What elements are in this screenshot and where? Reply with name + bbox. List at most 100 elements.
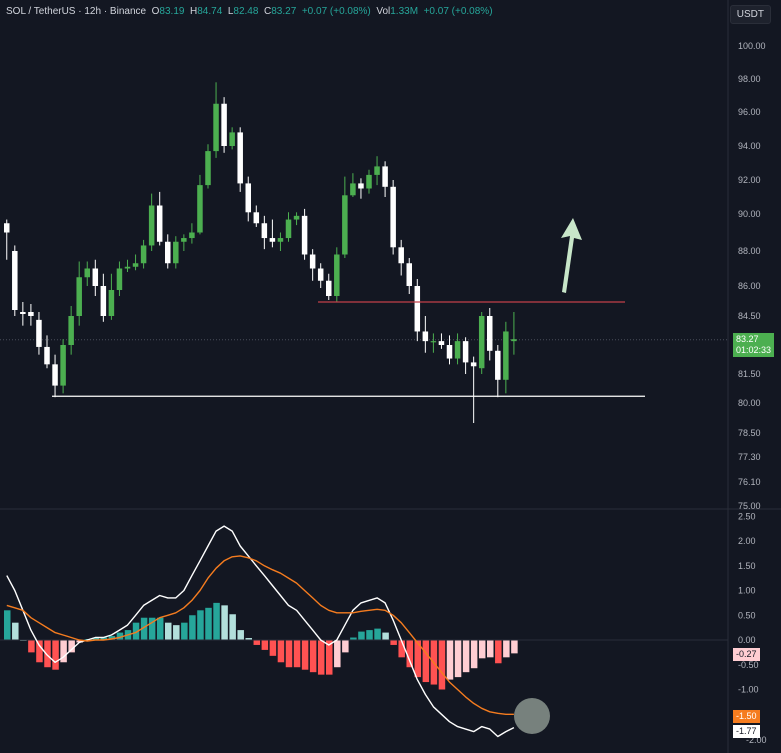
- currency-button[interactable]: USDT: [729, 5, 771, 24]
- price-tick-label: 98.00: [738, 74, 761, 84]
- candle: [237, 127, 243, 192]
- candle-body: [156, 205, 163, 242]
- candle-body: [269, 238, 276, 242]
- macd-histogram-bar: [446, 640, 454, 680]
- candle: [487, 308, 493, 361]
- candle-body: [462, 341, 469, 363]
- candle: [334, 247, 340, 302]
- macd-histogram-bar: [92, 637, 100, 640]
- candle-body: [173, 241, 179, 264]
- candle-body: [358, 183, 364, 189]
- macd-histogram-bar: [213, 602, 220, 640]
- candle: [229, 127, 235, 150]
- candle: [503, 321, 509, 394]
- macd-tick-label: 2.00: [738, 536, 756, 546]
- candle-body: [478, 316, 485, 369]
- candle-body: [430, 341, 437, 343]
- candle-body: [84, 268, 90, 278]
- candle-body: [205, 151, 211, 186]
- candle: [317, 263, 324, 288]
- candle-body: [124, 266, 131, 269]
- candle: [374, 156, 380, 186]
- up-arrow-drawing: [561, 218, 582, 293]
- candle: [422, 316, 429, 353]
- macd-histogram-bar: [422, 640, 430, 683]
- candle-body: [60, 345, 66, 386]
- high-label: H: [190, 6, 198, 17]
- macd-histogram-bar: [382, 632, 389, 640]
- candle-body: [253, 212, 260, 224]
- macd-histogram-bar: [197, 610, 204, 640]
- candle-body: [446, 345, 453, 359]
- macd-histogram-bar: [317, 640, 325, 675]
- open-label: O: [151, 6, 160, 17]
- macd-histogram-bar: [52, 640, 59, 670]
- symbol-name[interactable]: SOL / TetherUS · 12h · Binance: [6, 6, 147, 17]
- candle-body: [261, 223, 268, 239]
- price-tick-label: 81.50: [738, 369, 761, 379]
- candle: [84, 261, 90, 286]
- macd-histogram-bar: [366, 630, 373, 640]
- macd-histogram-bar: [261, 640, 269, 650]
- candle-body: [68, 316, 74, 345]
- macd-histogram-bar: [60, 640, 67, 663]
- price-tick-label: 88.00: [738, 246, 761, 256]
- candle-body: [487, 316, 493, 351]
- candle-body: [503, 331, 509, 380]
- candle-body: [76, 277, 82, 316]
- candle-body: [350, 183, 356, 196]
- candle-body: [237, 132, 243, 184]
- macd-histogram-bar: [495, 640, 502, 664]
- candle: [366, 169, 372, 194]
- macd-histogram-bar: [4, 610, 11, 640]
- candle: [36, 312, 42, 355]
- price-tick-label: 96.00: [738, 107, 761, 117]
- candle-body: [414, 286, 421, 332]
- price-tick-label: 92.00: [738, 175, 761, 185]
- candle: [438, 333, 445, 349]
- candle-body: [495, 350, 501, 380]
- candle-body: [374, 166, 380, 175]
- open-value: 83.19: [159, 6, 185, 17]
- candle: [148, 193, 155, 251]
- candle: [326, 273, 332, 300]
- macd-histogram-bar: [189, 615, 196, 640]
- macd-histogram-bar: [269, 640, 277, 656]
- macd-tick-label: -2.00: [746, 735, 767, 745]
- candle-body: [28, 312, 34, 316]
- candle-body: [4, 223, 10, 233]
- candle-body: [406, 263, 412, 286]
- candle: [414, 279, 421, 342]
- candle-body: [116, 268, 123, 290]
- macd-histogram-bar: [470, 640, 478, 669]
- candle-body: [301, 215, 308, 255]
- macd-histogram-bar: [398, 640, 405, 658]
- macd-histogram-bar: [285, 640, 293, 668]
- candle-body: [334, 254, 340, 296]
- macd-histogram-bar: [478, 640, 486, 659]
- macd-pane[interactable]: 2.50 2.00 1.50 1.00 0.50 0.00 -0.50 -1.00 -2.00: [0, 511, 767, 745]
- candle: [454, 333, 461, 365]
- candle: [156, 191, 163, 246]
- candle: [511, 312, 517, 355]
- macd-histogram-bar: [374, 628, 381, 640]
- macd-histogram-bar: [36, 640, 43, 663]
- macd-signal-tag: -1.50: [733, 710, 760, 723]
- price-tick-label: 94.00: [738, 141, 761, 151]
- candle: [124, 259, 131, 272]
- macd-histogram-bar: [438, 640, 446, 690]
- candle-body: [148, 205, 155, 246]
- macd-histogram-bar: [28, 640, 35, 653]
- candle: [173, 236, 179, 269]
- candle-body: [285, 219, 292, 239]
- macd-tick-label: 1.50: [738, 561, 756, 571]
- candle: [309, 249, 316, 281]
- candle-body: [309, 254, 316, 269]
- macd-histogram-bar: [462, 640, 470, 673]
- candle: [470, 356, 477, 423]
- candle: [116, 261, 123, 296]
- macd-histogram-bar: [132, 622, 140, 640]
- macd-histogram-bar: [12, 622, 19, 640]
